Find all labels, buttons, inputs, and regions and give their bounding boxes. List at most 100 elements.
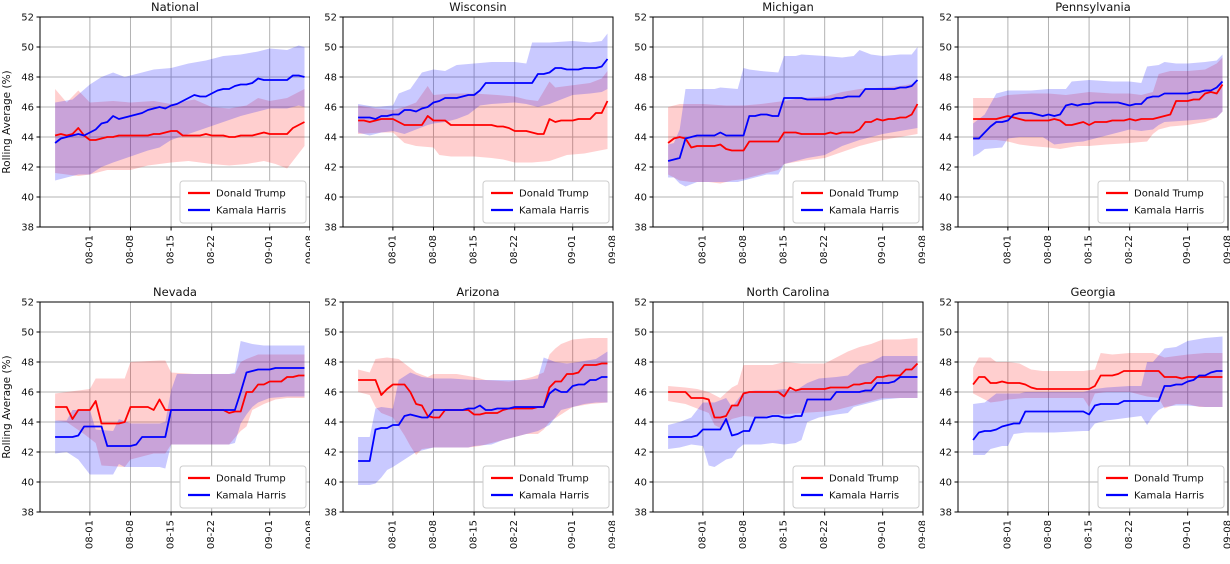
legend-label-trump: Donald Trump (829, 189, 899, 200)
x-tick-label: 08-01 (84, 235, 95, 264)
y-tick-label: 40 (324, 192, 337, 203)
y-tick-label: 38 (324, 222, 337, 233)
x-tick-label: 09-08 (918, 235, 926, 264)
y-tick-label: 44 (324, 132, 337, 143)
x-tick-label: 08-22 (1124, 520, 1135, 549)
harris-line (668, 376, 918, 438)
legend-box (792, 180, 920, 224)
legend-label-trump: Donald Trump (519, 189, 589, 200)
y-tick-label: 40 (21, 477, 34, 488)
y-tick-label: 42 (939, 447, 952, 458)
y-tick-label: 40 (634, 192, 647, 203)
y-tick-label: 42 (21, 447, 34, 458)
y-tick-label: 38 (939, 222, 952, 233)
plot-border (957, 301, 1229, 513)
x-tick-label: 08-15 (779, 235, 790, 264)
y-tick-label: 42 (324, 162, 337, 173)
legend-label-harris: Kamala Harris (1134, 206, 1204, 217)
x-tick-label: 08-15 (166, 520, 177, 549)
chart-title: Nevada (153, 285, 197, 299)
chart-title: Georgia (1070, 285, 1115, 299)
trump-confidence-band (358, 71, 608, 163)
y-tick-label: 52 (21, 12, 34, 23)
chart-svg-national: 38 40 42 44 46 48 50 52 08-01 08-08 08-15 08-22 09-0… (1, 0, 316, 264)
y-tick-label: 40 (21, 192, 34, 203)
chart-wisconsin: 38 40 42 44 46 48 50 52 08-01 08-08 08-15 08-22 09-0… (310, 0, 618, 282)
legend-box (179, 180, 307, 224)
legend: Donald Trump Kamala Harris (792, 180, 920, 224)
x-tick-label: 09-08 (608, 235, 616, 264)
legend-box (1097, 465, 1225, 509)
y-tick-label: 52 (324, 12, 337, 23)
x-tick-label: 08-08 (738, 520, 749, 549)
x-tick-label: 08-08 (125, 520, 136, 549)
y-tick-label: 38 (324, 507, 337, 518)
harris-line (54, 74, 305, 144)
x-tick-label: 09-08 (608, 520, 616, 549)
x-tick-label: 08-08 (428, 520, 439, 549)
legend-label-harris: Kamala Harris (519, 206, 589, 217)
legend-label-harris: Kamala Harris (216, 491, 286, 502)
chart-north-carolina: 38 40 42 44 46 48 50 52 08-01 08-08 08-15 08-22 09-0… (620, 285, 928, 564)
x-tick-label: 09-01 (567, 235, 578, 264)
x-tick-label: 08-22 (509, 520, 520, 549)
x-tick-label: 08-08 (125, 235, 136, 264)
y-tick-label: 48 (634, 72, 647, 83)
legend-label-trump: Donald Trump (519, 474, 589, 485)
trump-line (972, 370, 1223, 390)
y-tick-label: 42 (634, 162, 647, 173)
y-tick-label: 48 (939, 357, 952, 368)
y-axis-label: Rolling Average (%) (1, 70, 13, 173)
harris-confidence-band (668, 47, 918, 187)
y-tick-label: 42 (634, 447, 647, 458)
legend-box (482, 465, 610, 509)
y-tick-label: 52 (634, 297, 647, 308)
y-tick-label: 46 (21, 387, 34, 398)
plot-border (342, 301, 614, 513)
x-tick-label: 08-08 (1043, 520, 1054, 549)
x-tick-label: 08-08 (738, 235, 749, 264)
y-tick-label: 44 (939, 417, 952, 428)
plot-border (652, 301, 924, 513)
y-tick-label: 44 (21, 132, 34, 143)
chart-georgia: 38 40 42 44 46 48 50 52 08-01 08-08 08-15 08-22 09-0… (925, 285, 1230, 564)
y-tick-label: 38 (634, 507, 647, 518)
x-tick-label: 08-22 (509, 235, 520, 264)
trump-confidence-band (358, 338, 608, 455)
legend: Donald Trump Kamala Harris (482, 465, 610, 509)
y-tick-label: 40 (939, 192, 952, 203)
y-tick-label: 46 (324, 387, 337, 398)
y-tick-label: 48 (21, 72, 34, 83)
y-axis-label: Rolling Average (%) (1, 355, 13, 458)
legend: Donald Trump Kamala Harris (482, 180, 610, 224)
harris-confidence-band (973, 336, 1223, 455)
chart-pennsylvania: 38 40 42 44 46 48 50 52 08-01 08-08 08-15 08-22 09-0… (925, 0, 1230, 282)
harris-line (358, 58, 609, 120)
x-tick-label: 08-01 (84, 520, 95, 549)
chart-svg-michigan: 38 40 42 44 46 48 50 52 08-01 08-08 08-15 08-22 09-0… (634, 0, 928, 264)
chart-svg-nevada: 38 40 42 44 46 48 50 52 08-01 08-08 08-15 08-22 09-0… (1, 285, 316, 549)
chart-title: Arizona (456, 285, 499, 299)
x-tick-label: 09-01 (877, 235, 888, 264)
x-tick-label: 09-08 (1223, 520, 1230, 549)
chart-title: Pennsylvania (1055, 0, 1131, 14)
legend: Donald Trump Kamala Harris (179, 465, 307, 509)
plot-border (652, 16, 924, 228)
harris-line (973, 80, 1224, 140)
chart-title: Michigan (762, 0, 814, 14)
x-tick-label: 08-22 (819, 520, 830, 549)
y-tick-label: 52 (324, 297, 337, 308)
harris-confidence-band (973, 54, 1223, 157)
plot-border (342, 16, 614, 228)
y-tick-label: 50 (324, 327, 337, 338)
y-tick-label: 46 (939, 387, 952, 398)
y-tick-label: 46 (324, 102, 337, 113)
x-tick-label: 08-15 (1084, 235, 1095, 264)
x-tick-label: 08-01 (1002, 520, 1013, 549)
x-tick-label: 09-01 (264, 520, 275, 549)
x-tick-label: 08-01 (387, 520, 398, 549)
legend-label-harris: Kamala Harris (1134, 491, 1204, 502)
y-tick-label: 38 (634, 222, 647, 233)
y-tick-label: 50 (634, 327, 647, 338)
x-tick-label: 09-08 (1223, 235, 1230, 264)
